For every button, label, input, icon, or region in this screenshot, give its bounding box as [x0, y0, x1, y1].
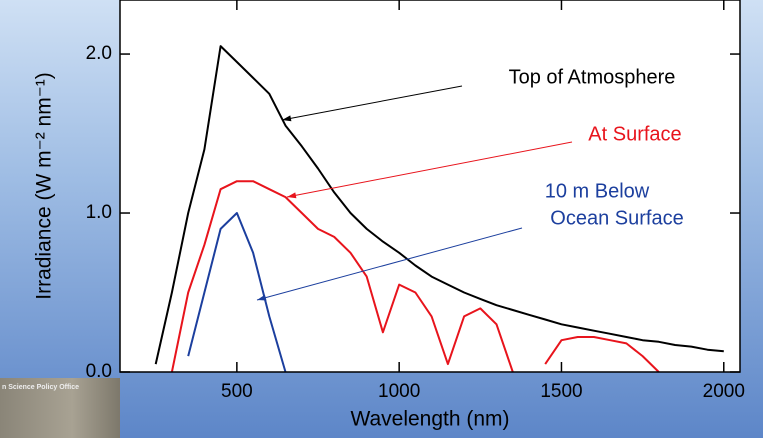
y-tick-label: 0.0: [86, 361, 112, 382]
y-tick-label: 2.0: [86, 43, 112, 64]
annotation-text: 10 m Below: [545, 180, 650, 202]
annotation-text: At Surface: [588, 123, 681, 145]
y-tick-label: 1.0: [86, 202, 112, 223]
series-line: [154, 45, 724, 365]
x-tick-label: 2000: [703, 381, 745, 402]
annotation-arrow: [286, 141, 573, 198]
x-axis-label: Wavelength (nm): [350, 408, 509, 431]
logo-text: n Science Policy Office: [2, 384, 80, 391]
y-axis-label: Irradiance (W m⁻² nm⁻¹): [33, 72, 56, 300]
arrow-head: [287, 192, 297, 199]
arrow-head: [282, 115, 292, 122]
plot-area: [120, 0, 740, 372]
plot-frame: [119, 0, 741, 373]
logo: n Science Policy Office: [0, 378, 120, 438]
x-tick-label: 1500: [540, 381, 582, 402]
annotation-arrow: [281, 85, 463, 121]
annotation-arrow: [256, 227, 523, 301]
arrow-head: [257, 294, 267, 301]
annotation-text: Top of Atmosphere: [509, 66, 676, 88]
x-tick-label: 500: [221, 381, 253, 402]
x-tick-label: 1000: [378, 381, 420, 402]
series-line: [187, 212, 287, 373]
annotation-text: Ocean Surface: [550, 207, 683, 229]
